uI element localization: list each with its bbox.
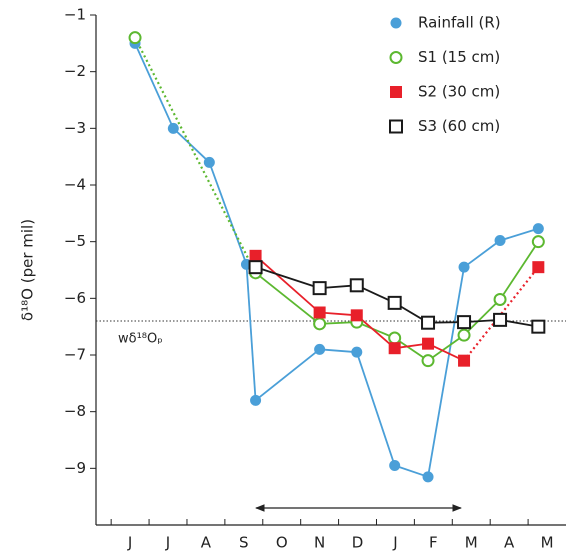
- data-point: [457, 315, 472, 330]
- data-point: [203, 156, 215, 168]
- series-segment: [254, 255, 321, 314]
- data-point: [421, 315, 436, 330]
- y-tick-label: −1: [64, 6, 86, 24]
- x-tick-label: J: [392, 534, 397, 552]
- y-tick-label: −3: [64, 119, 86, 137]
- data-point: [250, 394, 262, 406]
- data-point: [422, 471, 434, 483]
- series-segment: [319, 348, 357, 354]
- y-axis-label: δ¹⁸O (per mil): [19, 219, 37, 321]
- x-tick-label: J: [165, 534, 170, 552]
- x-tick-label: D: [352, 534, 364, 552]
- x-tick-label: A: [504, 534, 515, 552]
- data-point: [249, 249, 262, 262]
- data-point: [531, 235, 545, 249]
- data-point: [313, 306, 326, 319]
- data-point: [532, 261, 545, 274]
- legend-label: Rainfall (R): [418, 14, 501, 32]
- series-segment: [255, 272, 321, 325]
- x-tick-label: O: [276, 534, 288, 552]
- data-point: [494, 235, 506, 247]
- data-point: [312, 281, 327, 296]
- series-segment: [499, 241, 540, 300]
- series-segment: [255, 348, 321, 402]
- series-segment: [355, 351, 396, 466]
- x-tick-label: J: [127, 534, 132, 552]
- legend-label: S2 (30 cm): [418, 83, 500, 101]
- data-point: [388, 342, 401, 355]
- y-tick-label: −7: [64, 346, 86, 364]
- series-segment: [463, 298, 501, 336]
- y-tick-label: −8: [64, 402, 86, 420]
- series-segment: [394, 464, 429, 478]
- y-tick-label: −4: [64, 176, 86, 194]
- x-tick-label: S: [239, 534, 249, 552]
- series-segment: [463, 239, 501, 268]
- series-segment: [356, 321, 396, 339]
- x-tick-label: F: [429, 534, 438, 552]
- x-tick-label: M: [541, 534, 554, 552]
- series-segment: [394, 337, 429, 362]
- data-point: [493, 292, 507, 306]
- data-point: [128, 31, 142, 45]
- x-tick-label: M: [465, 534, 478, 552]
- series-segment: [427, 334, 465, 362]
- x-tick-label: N: [314, 534, 325, 552]
- data-point: [314, 343, 326, 355]
- data-point: [493, 312, 508, 327]
- y-tick-label: −2: [64, 62, 86, 80]
- data-point: [388, 331, 402, 345]
- y-tick-label: −5: [64, 232, 86, 250]
- data-point: [167, 122, 179, 134]
- data-point: [458, 261, 470, 273]
- series-segment: [427, 342, 465, 362]
- series-segment: [245, 264, 257, 401]
- data-point: [421, 354, 435, 368]
- series-segment: [427, 267, 465, 477]
- data-point: [532, 223, 544, 235]
- data-point: [389, 460, 401, 471]
- data-point: [349, 278, 364, 293]
- y-tick-label: −9: [64, 459, 86, 477]
- legend-marker: [389, 51, 403, 64]
- y-tick-label: −6: [64, 289, 86, 307]
- legend-marker: [390, 17, 402, 29]
- data-point: [313, 317, 327, 331]
- legend-label: S3 (60 cm): [418, 117, 500, 135]
- data-point: [248, 260, 263, 275]
- data-point: [531, 319, 546, 334]
- data-point: [350, 309, 363, 322]
- series-segment: [134, 42, 175, 129]
- legend-marker: [390, 86, 402, 98]
- series-segment: [319, 311, 357, 317]
- reference-label: wδ¹⁸Oₚ: [118, 332, 163, 347]
- data-point: [387, 295, 402, 310]
- legend-label: S1 (15 cm): [418, 48, 500, 66]
- data-point: [422, 337, 435, 350]
- data-point: [458, 354, 471, 367]
- series-segment: [499, 227, 539, 242]
- data-point: [457, 328, 471, 342]
- series-segment: [255, 266, 320, 289]
- series-segment: [208, 162, 248, 265]
- series-segment: [134, 37, 257, 274]
- x-tick-label: A: [201, 534, 212, 552]
- data-point: [351, 346, 363, 358]
- legend-marker: [389, 119, 403, 134]
